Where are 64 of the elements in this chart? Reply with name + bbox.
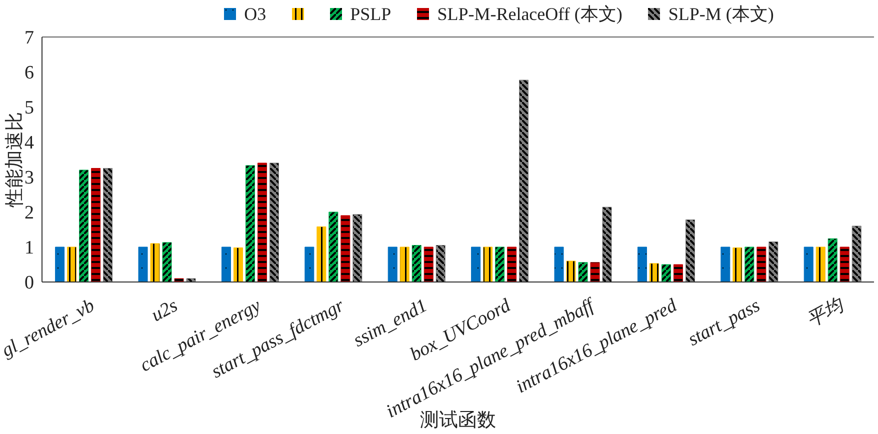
legend-label: O3 — [244, 4, 266, 24]
bar — [732, 247, 742, 282]
bar — [661, 264, 671, 282]
bar — [590, 262, 600, 282]
bar — [483, 246, 493, 282]
x-tick-label: 平均 — [803, 294, 849, 332]
bar — [304, 246, 314, 282]
bar — [138, 246, 148, 282]
bar — [852, 226, 862, 282]
bar — [328, 212, 338, 282]
bar — [150, 243, 160, 282]
y-tick-label: 1 — [24, 238, 34, 259]
y-tick-label: 7 — [24, 28, 34, 49]
legend-label: SLP-M (本文) — [668, 3, 774, 26]
y-tick-label: 4 — [24, 132, 34, 154]
bar — [828, 238, 838, 282]
bar — [233, 247, 243, 282]
y-tick-label: 6 — [24, 62, 34, 84]
bar — [649, 263, 659, 282]
bar — [245, 165, 255, 282]
bar — [340, 215, 350, 282]
bar — [685, 219, 695, 282]
bar — [840, 246, 850, 282]
legend-label: PSLP — [350, 4, 392, 24]
bar — [186, 278, 196, 282]
bar — [79, 170, 89, 282]
bar — [436, 245, 446, 282]
bar — [804, 246, 814, 282]
bar — [316, 226, 326, 282]
bar — [221, 246, 231, 282]
bar — [720, 246, 730, 282]
bar — [388, 246, 398, 282]
bar — [412, 245, 422, 282]
bar — [519, 80, 529, 282]
bar — [495, 246, 505, 282]
y-tick-label: 0 — [24, 272, 34, 294]
bar — [637, 246, 647, 282]
bar — [91, 168, 101, 282]
bar — [744, 246, 754, 282]
bar — [602, 206, 612, 282]
bar — [507, 246, 517, 282]
y-tick-label: 2 — [24, 202, 34, 224]
y-tick-label: 3 — [24, 168, 34, 189]
bar — [566, 260, 576, 282]
y-tick-label: 5 — [24, 98, 34, 119]
bar — [471, 246, 481, 282]
bar — [174, 278, 184, 282]
bar — [673, 264, 683, 282]
legend-label: SLP-M-RelaceOff (本文) — [437, 3, 622, 26]
bar — [269, 162, 279, 282]
bar — [400, 246, 410, 282]
bar — [816, 246, 826, 282]
bar — [257, 162, 267, 282]
y-axis-title: 性能加速比 — [4, 112, 26, 208]
bar — [162, 242, 172, 282]
bar — [756, 246, 766, 282]
bar — [55, 246, 65, 282]
bar — [768, 242, 778, 282]
bar — [67, 246, 77, 282]
bar — [424, 246, 434, 282]
bar — [554, 246, 564, 282]
bar — [578, 262, 588, 282]
bar — [103, 168, 113, 282]
bar — [352, 214, 362, 282]
